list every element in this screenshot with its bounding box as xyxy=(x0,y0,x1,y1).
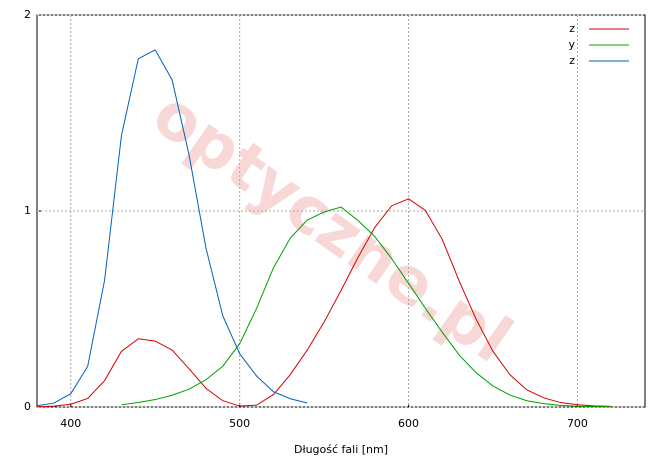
series-line xyxy=(36,198,612,408)
x-tick-label: 600 xyxy=(398,417,419,430)
y-tick-label: 2 xyxy=(24,8,31,21)
x-tick-label: 500 xyxy=(229,417,250,430)
x-tick-label: 400 xyxy=(60,417,81,430)
watermark: optyczne.pl xyxy=(139,77,524,378)
x-axis-label: Długość fali [nm] xyxy=(294,443,388,456)
x-tick-label: 700 xyxy=(567,417,588,430)
legend-label: z xyxy=(569,54,575,67)
series-line xyxy=(121,206,612,408)
series-line xyxy=(36,49,308,407)
legend-label: y xyxy=(568,38,575,51)
y-tick-label: 0 xyxy=(24,400,31,413)
legend-label: z xyxy=(569,22,575,35)
y-tick-label: 1 xyxy=(24,204,31,217)
